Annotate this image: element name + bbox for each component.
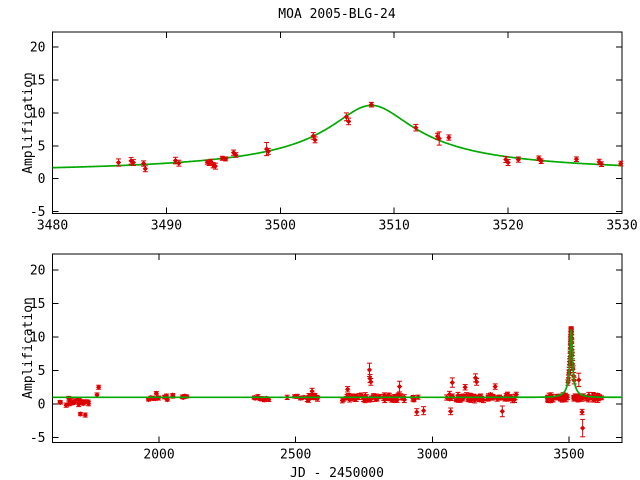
data-point xyxy=(208,158,214,165)
bottom-panel-full-light-curve: 2000 2500 3000 3500 -5 0 5 10 15 20 xyxy=(30,253,623,463)
data-point xyxy=(344,386,351,393)
data-point xyxy=(366,367,373,373)
x-tick-label: 3500 xyxy=(553,448,584,463)
data-point xyxy=(449,379,456,386)
model-light-curve xyxy=(52,329,622,399)
data-point xyxy=(420,407,427,414)
data-point xyxy=(57,399,63,405)
data-point xyxy=(579,395,585,402)
y-tick-label: 15 xyxy=(30,74,46,89)
data-point xyxy=(572,394,578,400)
data-points xyxy=(115,101,624,173)
y-tick-label: 20 xyxy=(30,264,46,279)
y-tick-label: 5 xyxy=(38,139,46,154)
data-point xyxy=(447,408,454,415)
data-point xyxy=(77,411,84,417)
data-point xyxy=(473,379,480,385)
data-point xyxy=(573,156,580,163)
data-point xyxy=(561,395,567,402)
data-point xyxy=(352,396,358,403)
data-point xyxy=(456,397,462,403)
x-tick-label: 3500 xyxy=(265,219,296,234)
data-point xyxy=(309,388,315,395)
data-point xyxy=(67,397,74,404)
data-point xyxy=(222,156,229,162)
data-point xyxy=(598,161,605,167)
top-panel-zoomed-light-curve: 3480 3490 3500 3510 3520 3530 -5 0 5 10 15 20 xyxy=(30,31,638,234)
data-point xyxy=(233,152,239,158)
data-point xyxy=(413,124,419,131)
data-point xyxy=(75,396,81,403)
plot-frame xyxy=(52,253,623,443)
x-tick-label: 3520 xyxy=(492,219,523,234)
y-tick-label: -5 xyxy=(30,431,46,446)
data-point xyxy=(515,156,522,163)
data-point xyxy=(465,397,471,403)
data-point xyxy=(368,101,375,108)
data-point xyxy=(312,137,318,143)
data-point xyxy=(536,155,542,162)
data-point xyxy=(261,397,267,403)
x-tick-label: 3480 xyxy=(37,219,68,234)
data-point xyxy=(85,400,92,407)
plot-title: MOA 2005-BLG-24 xyxy=(278,7,396,22)
axes-frame xyxy=(52,31,623,214)
x-tick-label: 3000 xyxy=(417,448,448,463)
data-point xyxy=(80,400,86,407)
data-point xyxy=(576,377,582,383)
data-point xyxy=(368,379,374,385)
data-point xyxy=(436,135,442,142)
model-light-curve xyxy=(52,104,623,169)
data-point xyxy=(396,383,403,390)
data-point xyxy=(212,163,219,169)
data-point xyxy=(95,384,102,391)
data-point xyxy=(345,118,352,125)
y-tick-label: 10 xyxy=(30,106,46,121)
data-point xyxy=(130,159,137,166)
bottom-panel-x-axis-label: JD - 2450000 xyxy=(290,466,384,480)
axes-frame xyxy=(52,253,623,443)
y-tick-label: 15 xyxy=(30,297,46,312)
data-point xyxy=(414,409,420,415)
data-point xyxy=(63,402,69,408)
x-tick-label: 2500 xyxy=(280,448,311,463)
y-tick-label: 20 xyxy=(30,41,46,56)
data-point xyxy=(480,397,487,403)
data-point xyxy=(115,159,122,166)
data-point xyxy=(579,409,585,415)
y-tick-label: 0 xyxy=(38,397,46,412)
y-tick-label: 0 xyxy=(38,172,46,187)
x-tick-label: 3530 xyxy=(606,219,637,234)
top-panel-y-axis-label: Amplification xyxy=(21,72,36,174)
data-point xyxy=(618,160,624,167)
data-point xyxy=(446,134,452,141)
data-point xyxy=(71,399,77,405)
data-point xyxy=(579,425,586,431)
data-point xyxy=(545,396,551,403)
data-point xyxy=(499,408,506,415)
bottom-panel-y-axis-label: Amplification xyxy=(21,297,36,399)
data-point xyxy=(176,160,182,166)
data-point xyxy=(82,412,89,418)
y-tick-label: 10 xyxy=(30,331,46,346)
data-point xyxy=(265,148,272,155)
data-point xyxy=(476,397,482,403)
data-point xyxy=(462,384,468,391)
x-tick-label: 2000 xyxy=(143,448,174,463)
x-tick-label: 3510 xyxy=(379,219,410,234)
data-point xyxy=(505,159,511,166)
data-point xyxy=(142,166,149,172)
y-tick-label: 5 xyxy=(38,364,46,379)
x-tick-label: 3490 xyxy=(151,219,182,234)
plot-frame xyxy=(52,31,623,214)
data-point xyxy=(492,383,498,390)
data-point xyxy=(83,398,89,405)
data-points xyxy=(57,326,605,438)
data-point xyxy=(472,375,479,381)
y-tick-label: -5 xyxy=(30,205,46,220)
data-point xyxy=(538,158,544,164)
data-point xyxy=(343,114,350,120)
